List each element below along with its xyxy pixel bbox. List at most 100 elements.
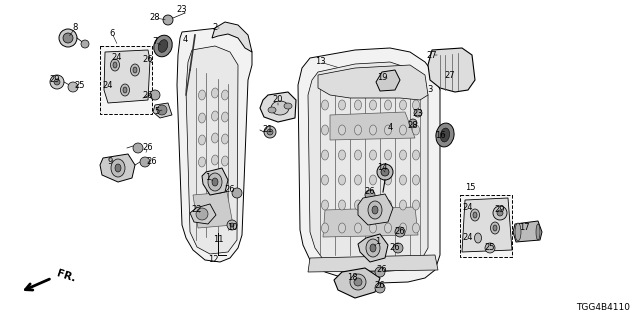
Ellipse shape — [399, 223, 406, 233]
Ellipse shape — [385, 200, 392, 210]
Ellipse shape — [123, 87, 127, 93]
Polygon shape — [376, 70, 400, 91]
Ellipse shape — [368, 201, 382, 219]
Text: 1: 1 — [376, 237, 381, 246]
Circle shape — [497, 210, 503, 216]
Circle shape — [50, 75, 64, 89]
Ellipse shape — [355, 100, 362, 110]
Polygon shape — [334, 268, 380, 298]
Text: 13: 13 — [315, 58, 325, 67]
Ellipse shape — [385, 100, 392, 110]
Polygon shape — [358, 194, 393, 225]
Ellipse shape — [385, 150, 392, 160]
Polygon shape — [308, 62, 428, 272]
Text: 26: 26 — [225, 186, 236, 195]
Ellipse shape — [369, 150, 376, 160]
Circle shape — [409, 119, 417, 127]
Ellipse shape — [221, 112, 228, 122]
Text: 26: 26 — [143, 142, 154, 151]
Ellipse shape — [436, 123, 454, 147]
Ellipse shape — [372, 206, 378, 214]
Ellipse shape — [207, 178, 214, 188]
Ellipse shape — [369, 100, 376, 110]
Polygon shape — [190, 204, 216, 224]
Ellipse shape — [413, 175, 419, 185]
Ellipse shape — [369, 223, 376, 233]
Circle shape — [393, 243, 403, 253]
Ellipse shape — [211, 133, 218, 143]
Ellipse shape — [321, 223, 328, 233]
Ellipse shape — [399, 125, 406, 135]
Circle shape — [232, 188, 242, 198]
Text: 24: 24 — [463, 203, 473, 212]
Ellipse shape — [385, 223, 392, 233]
Ellipse shape — [355, 223, 362, 233]
Ellipse shape — [399, 200, 406, 210]
Ellipse shape — [268, 107, 276, 113]
Polygon shape — [153, 103, 172, 118]
Text: 24: 24 — [103, 81, 113, 90]
Circle shape — [365, 190, 375, 200]
Ellipse shape — [211, 155, 218, 165]
Circle shape — [196, 208, 208, 220]
Ellipse shape — [440, 128, 449, 142]
Ellipse shape — [413, 150, 419, 160]
Ellipse shape — [208, 173, 222, 191]
Polygon shape — [260, 92, 296, 122]
Text: 29: 29 — [50, 76, 60, 84]
Ellipse shape — [198, 157, 205, 167]
Ellipse shape — [198, 135, 205, 145]
Circle shape — [230, 223, 234, 227]
Polygon shape — [212, 22, 252, 52]
Text: 26: 26 — [395, 228, 405, 236]
Text: 26: 26 — [143, 91, 154, 100]
Ellipse shape — [198, 90, 205, 100]
Circle shape — [375, 283, 385, 293]
Text: 9: 9 — [108, 157, 113, 166]
Text: 28: 28 — [408, 121, 419, 130]
Circle shape — [493, 206, 507, 220]
Ellipse shape — [413, 200, 419, 210]
Polygon shape — [358, 234, 388, 262]
Text: 10: 10 — [227, 223, 237, 233]
Ellipse shape — [218, 177, 225, 187]
Ellipse shape — [355, 125, 362, 135]
Ellipse shape — [370, 244, 376, 252]
Text: 24: 24 — [112, 53, 122, 62]
Text: 26: 26 — [374, 282, 385, 291]
Text: 5: 5 — [154, 108, 159, 116]
Text: 23: 23 — [413, 108, 423, 117]
Ellipse shape — [111, 59, 120, 71]
Bar — [100, 46, 152, 114]
Polygon shape — [193, 192, 233, 228]
Circle shape — [68, 82, 78, 92]
Ellipse shape — [339, 150, 346, 160]
Ellipse shape — [221, 90, 228, 100]
Text: 26: 26 — [390, 244, 400, 252]
Circle shape — [215, 183, 225, 193]
Ellipse shape — [399, 100, 406, 110]
Text: 11: 11 — [212, 236, 223, 244]
Ellipse shape — [321, 150, 328, 160]
Text: 22: 22 — [192, 205, 202, 214]
Circle shape — [414, 109, 422, 117]
Ellipse shape — [113, 62, 117, 68]
Text: 12: 12 — [208, 255, 218, 265]
Polygon shape — [177, 28, 252, 262]
Text: 24: 24 — [463, 233, 473, 242]
Text: 26: 26 — [377, 266, 387, 275]
Polygon shape — [308, 255, 438, 272]
Circle shape — [350, 274, 366, 290]
Text: 27: 27 — [445, 70, 455, 79]
Text: 26: 26 — [143, 55, 154, 65]
Ellipse shape — [369, 125, 376, 135]
Ellipse shape — [515, 223, 521, 241]
Circle shape — [150, 90, 160, 100]
Ellipse shape — [355, 175, 362, 185]
Text: 20: 20 — [273, 95, 284, 105]
Text: 4: 4 — [387, 123, 392, 132]
Polygon shape — [513, 221, 542, 242]
Text: 8: 8 — [72, 23, 77, 33]
Ellipse shape — [198, 113, 205, 123]
Polygon shape — [202, 168, 228, 195]
